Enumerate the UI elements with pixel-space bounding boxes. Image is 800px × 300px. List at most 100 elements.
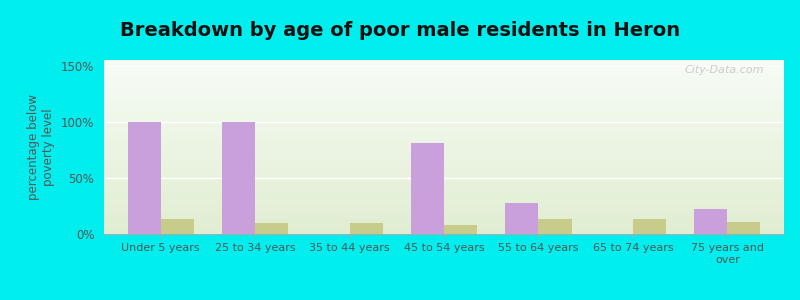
Bar (104, 0, 784, 96)
Bar (104, 26, 784, 205)
Bar (104, 38, 784, 218)
Bar (104, 0, 784, 169)
Bar (104, 51, 784, 230)
Bar (104, 33, 784, 212)
Bar (104, 0, 784, 144)
Bar (104, 15, 784, 194)
Bar (104, 10, 784, 189)
Bar (104, 0, 784, 153)
Bar (104, 0, 784, 141)
Bar (104, 0, 784, 159)
Bar (104, 0, 784, 160)
Bar (104, 0, 784, 108)
Bar (104, 0, 784, 69)
Bar (104, 0, 784, 121)
Bar (104, 0, 784, 152)
Bar (104, 36, 784, 216)
Bar (104, 0, 784, 117)
Bar (444, 225, 477, 234)
Bar (104, 0, 784, 128)
Bar (104, 0, 784, 105)
Bar (104, 8, 784, 187)
Bar (104, 6, 784, 185)
Bar (104, 0, 784, 80)
Bar (104, 0, 784, 56)
Bar (104, 0, 784, 63)
Bar (104, 0, 784, 134)
Bar (104, 0, 784, 142)
Bar (104, 0, 784, 171)
Bar (104, 0, 784, 60)
Bar (104, 29, 784, 209)
Bar (104, 27, 784, 207)
Text: Breakdown by age of poor male residents in Heron: Breakdown by age of poor male residents … (120, 21, 680, 40)
Bar (104, 0, 784, 74)
Bar (411, 143, 444, 234)
Bar (104, 0, 784, 130)
Bar (104, 0, 784, 78)
Bar (104, 0, 784, 65)
Bar (104, 0, 784, 175)
Bar (104, 0, 784, 114)
Bar (104, 49, 784, 229)
Bar (104, 0, 784, 167)
Bar (350, 223, 382, 234)
Bar (104, 0, 784, 61)
Bar (104, 0, 784, 126)
Bar (727, 222, 760, 234)
Bar (104, 0, 784, 135)
Bar (104, 0, 784, 124)
Bar (104, 45, 784, 225)
Bar (506, 202, 538, 234)
Bar (104, 0, 784, 176)
Bar (104, 0, 784, 83)
Bar (104, 0, 784, 123)
Bar (104, 0, 784, 67)
Bar (104, 0, 784, 116)
Bar (104, 22, 784, 202)
Bar (104, 0, 784, 132)
Bar (104, 0, 784, 119)
Bar (104, 52, 784, 232)
Bar (104, 11, 784, 191)
Bar (104, 0, 784, 58)
Bar (104, 2, 784, 182)
Bar (104, 0, 784, 76)
Bar (161, 219, 194, 234)
Bar (104, 1, 784, 180)
Bar (104, 34, 784, 214)
Bar (104, 40, 784, 220)
Bar (255, 223, 288, 234)
Bar (104, 0, 784, 103)
Bar (222, 122, 255, 234)
Bar (104, 0, 784, 87)
Bar (104, 0, 784, 178)
Bar (104, 0, 784, 70)
Bar (128, 122, 161, 234)
Bar (104, 0, 784, 148)
Bar (104, 0, 784, 157)
Bar (104, 42, 784, 221)
Bar (104, 0, 784, 72)
Bar (104, 0, 784, 90)
Text: City-Data.com: City-Data.com (684, 65, 763, 75)
Bar (694, 209, 727, 234)
Bar (104, 0, 784, 81)
Bar (104, 0, 784, 110)
Bar (104, 0, 784, 139)
Bar (104, 0, 784, 98)
Bar (104, 0, 784, 166)
Bar (104, 4, 784, 184)
Bar (104, 0, 784, 162)
Bar (104, 47, 784, 227)
Bar (104, 19, 784, 198)
Bar (104, 24, 784, 203)
Bar (104, 0, 784, 99)
Bar (633, 219, 666, 234)
Bar (104, 54, 784, 234)
Bar (104, 0, 784, 92)
Bar (104, 44, 784, 223)
Bar (104, 0, 784, 164)
Bar (104, 17, 784, 196)
Y-axis label: percentage below
poverty level: percentage below poverty level (27, 94, 55, 200)
